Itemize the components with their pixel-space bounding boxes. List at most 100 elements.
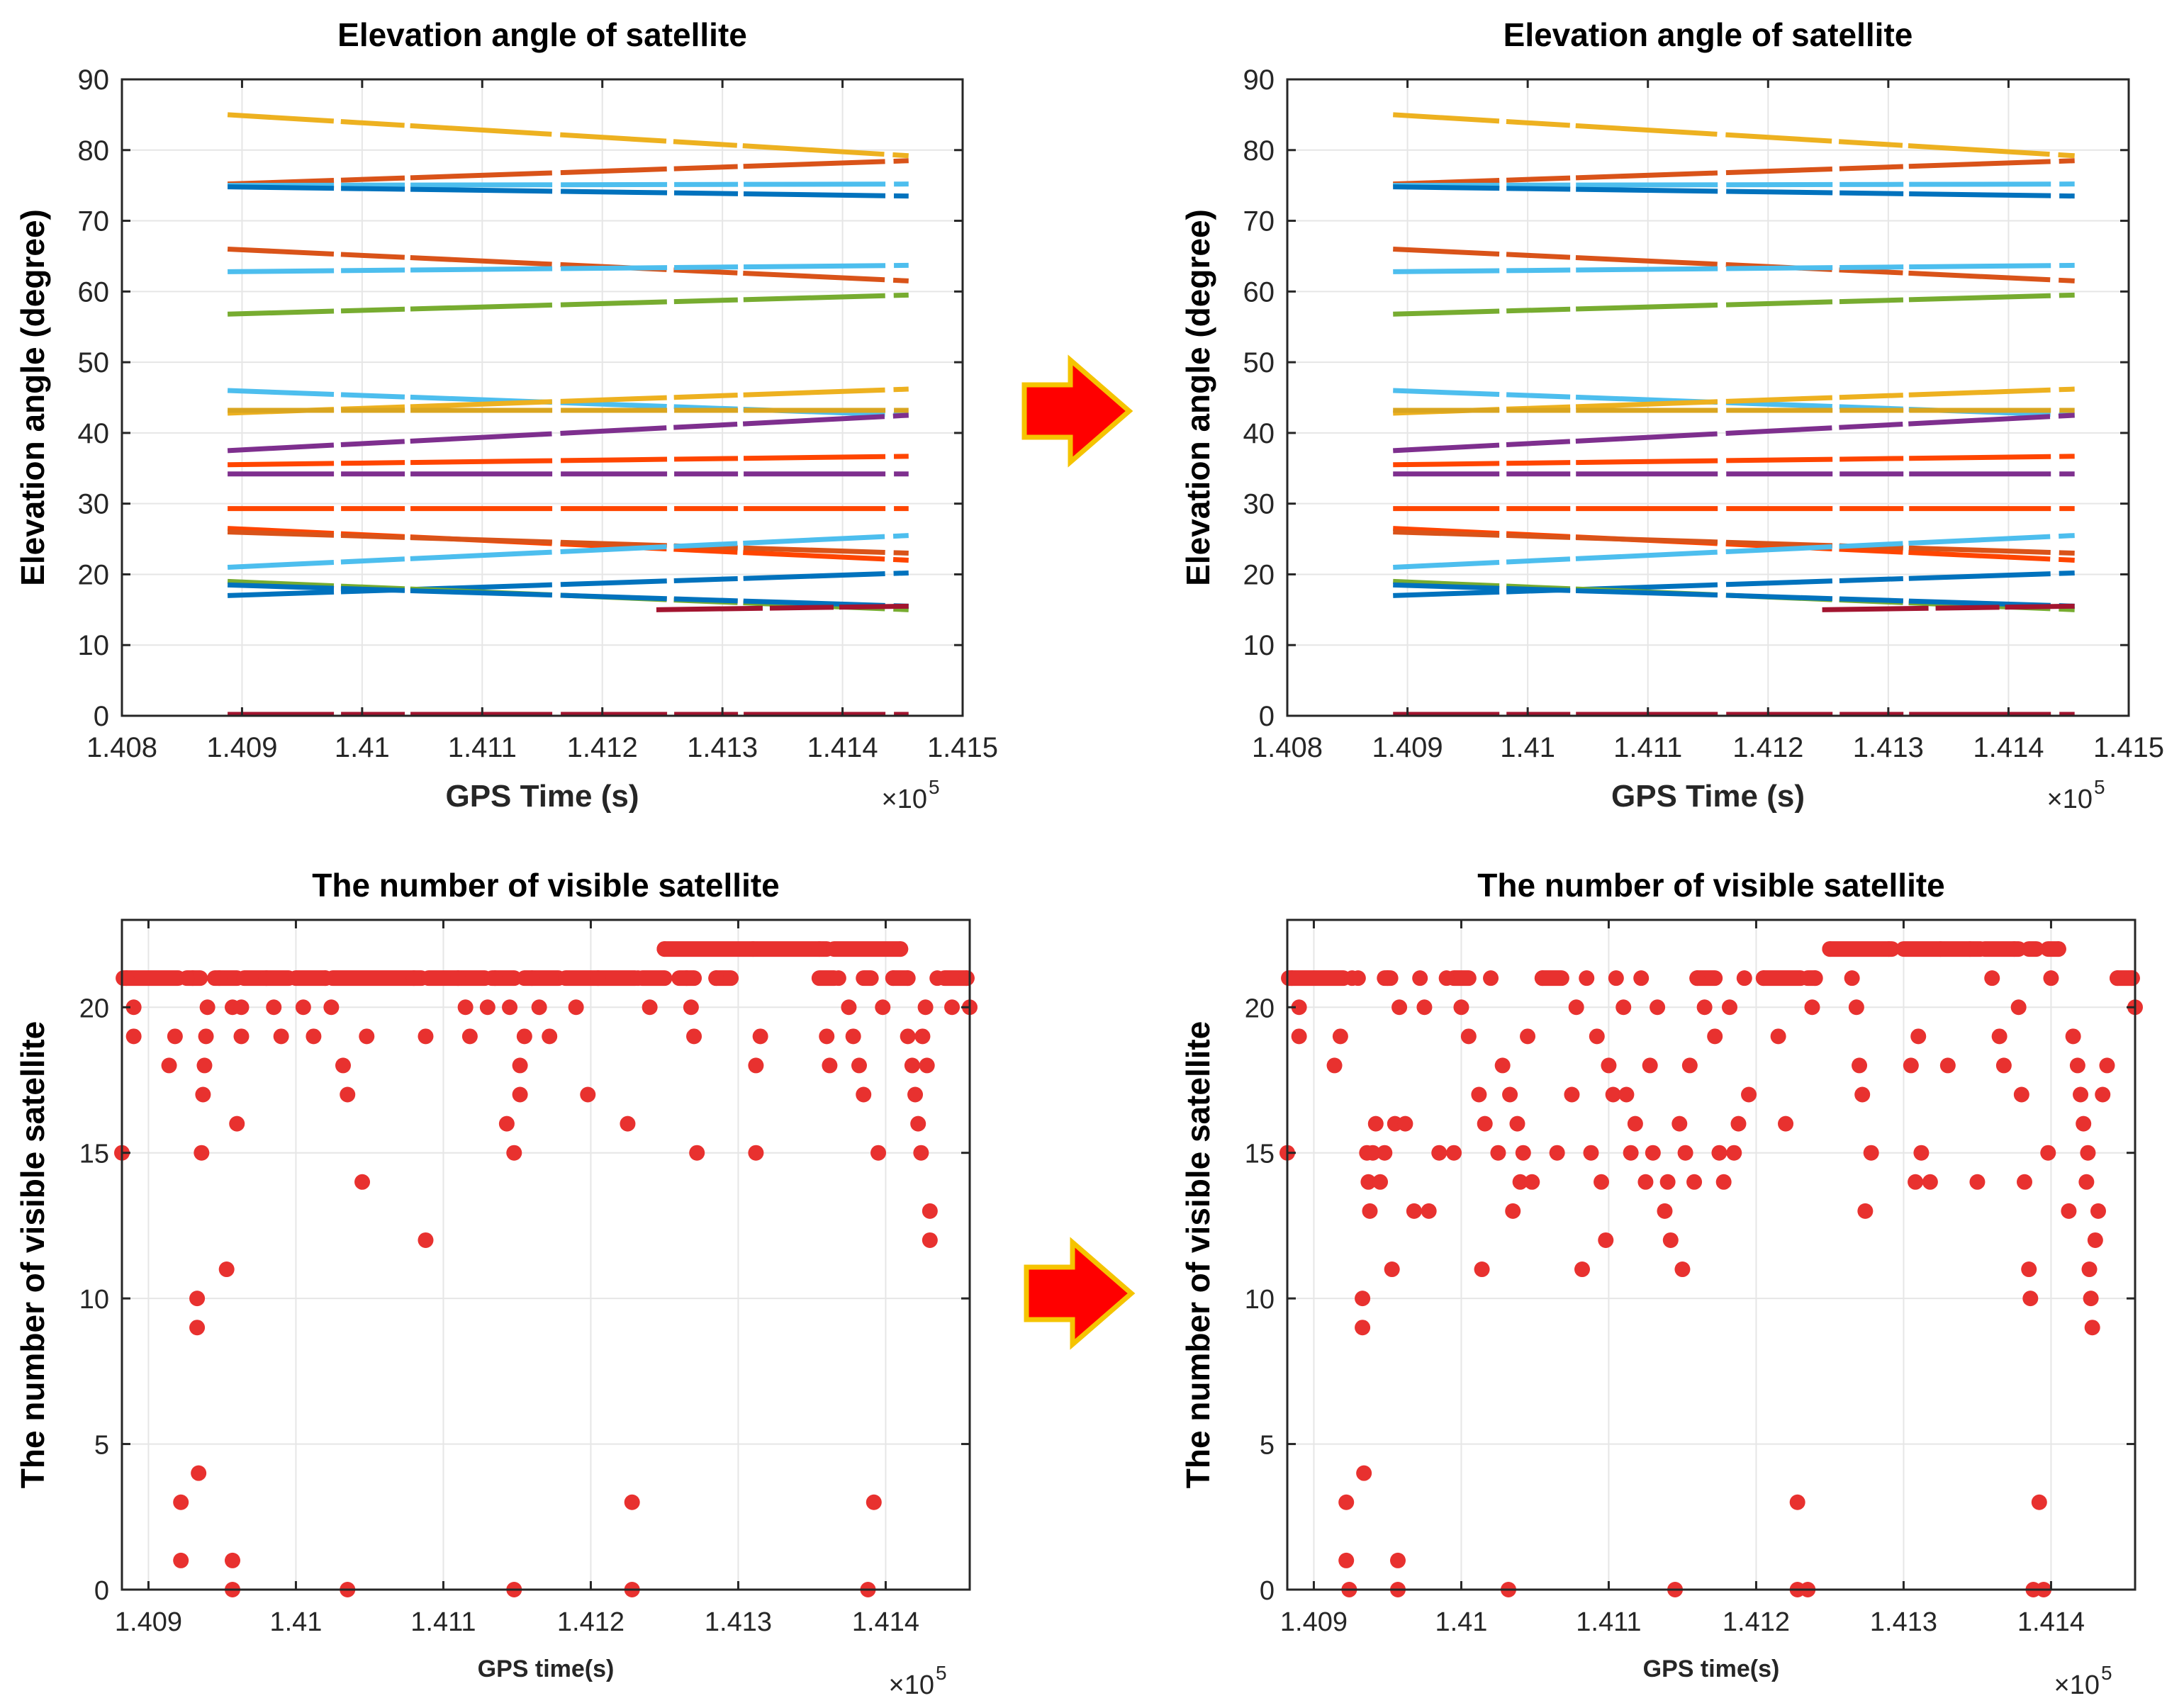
data-point [198, 1028, 214, 1045]
x-tick-label: 1.411 [410, 1607, 476, 1637]
data-point [1509, 1115, 1525, 1132]
series-line-3 [1393, 184, 2075, 199]
data-point [1711, 1145, 1727, 1161]
x-exponent-label: ×10 [882, 785, 927, 814]
series-line-0 [227, 112, 909, 159]
data-point [2040, 1145, 2056, 1161]
data-point [1848, 999, 1864, 1016]
data-point [1903, 1057, 1919, 1074]
y-axis-label: The number of visible satellite [1180, 1021, 1216, 1489]
x-tick-label: 1.414 [1973, 732, 2044, 763]
x-tick-label: 1.411 [1613, 732, 1682, 763]
data-point [2124, 970, 2140, 987]
series-line-19 [227, 582, 909, 609]
data-point [1291, 999, 1307, 1016]
data-point [1390, 1552, 1406, 1568]
x-tick-label: 1.41 [1500, 732, 1555, 763]
data-point [1789, 1494, 1805, 1510]
data-point [708, 970, 724, 987]
y-tick-label: 5 [1260, 1431, 1275, 1461]
data-point [1908, 1174, 1924, 1190]
data-point [2031, 1494, 2047, 1510]
right-arrow-icon [1021, 354, 1133, 468]
data-point [1637, 1174, 1654, 1190]
data-point [318, 970, 334, 987]
data-point [524, 970, 540, 987]
data-point [1356, 1465, 1372, 1481]
data-point [273, 1028, 289, 1045]
x-tick-label: 1.408 [1252, 732, 1323, 763]
data-point [2076, 1115, 2092, 1132]
y-tick-label: 20 [1243, 559, 1275, 590]
data-point [686, 1028, 702, 1045]
data-point [2069, 1057, 2085, 1074]
data-point [1446, 1145, 1462, 1161]
data-point [295, 999, 311, 1016]
x-tick-label: 1.408 [86, 732, 157, 763]
data-point [745, 941, 761, 957]
y-tick-label: 10 [1245, 1285, 1275, 1315]
data-point [1642, 1057, 1658, 1074]
series-line-15 [227, 529, 909, 556]
axes-box [1286, 78, 2130, 717]
data-point [359, 1028, 375, 1045]
chart-title: Elevation angle of satellite [337, 16, 747, 53]
data-point [167, 1028, 183, 1045]
data-layer [114, 941, 978, 1597]
data-point [1962, 941, 1978, 957]
data-point [2017, 1174, 2032, 1190]
x-tick-label: 1.413 [705, 1607, 772, 1637]
y-tick-label: 30 [78, 489, 110, 520]
data-point [841, 999, 857, 1016]
data-point [944, 999, 961, 1016]
data-point [870, 1145, 887, 1161]
data-point [1474, 1261, 1490, 1278]
y-tick-label: 40 [1243, 418, 1275, 449]
series-line-3 [228, 184, 909, 199]
data-point [1755, 970, 1771, 987]
x-tick-label: 1.41 [335, 732, 390, 763]
data-point [1338, 1552, 1355, 1568]
x-tick-label: 1.412 [1723, 1607, 1790, 1637]
series-line-1 [227, 158, 909, 187]
y-tick-label: 15 [1245, 1140, 1275, 1169]
y-tick-label: 5 [94, 1431, 109, 1461]
x-axis-label: GPS time(s) [1643, 1656, 1780, 1682]
data-point [1438, 970, 1455, 987]
data-point [620, 1115, 636, 1132]
data-point [531, 999, 547, 1016]
data-point [1677, 1145, 1693, 1161]
x-axis-label: GPS Time (s) [445, 779, 639, 814]
series-line-11 [1393, 454, 2075, 468]
x-axis-label: GPS time(s) [478, 1656, 615, 1682]
series-line-16 [227, 533, 909, 570]
data-point [2050, 941, 2066, 957]
series-line-16 [1393, 533, 2075, 570]
data-point [822, 1057, 838, 1074]
data-point [1659, 1174, 1676, 1190]
data-point [656, 941, 673, 957]
y-tick-label: 10 [78, 630, 110, 661]
data-point [1863, 1145, 1879, 1161]
data-point [1291, 1028, 1307, 1045]
data-point [630, 970, 646, 987]
data-point [457, 999, 474, 1016]
y-axis-label: Elevation angle (degree) [14, 209, 51, 586]
series-line-5 [228, 262, 909, 274]
grid [122, 920, 970, 1590]
x-tick-label: 1.414 [2017, 1607, 2085, 1637]
data-point [512, 1086, 528, 1103]
data-point [229, 1115, 245, 1132]
data-point [233, 999, 250, 1016]
data-point [1431, 1145, 1447, 1161]
data-point [1822, 941, 1838, 957]
data-point [1722, 999, 1737, 1016]
data-point [917, 999, 934, 1016]
data-point [1568, 999, 1584, 1016]
data-point [1689, 970, 1706, 987]
plot-area [122, 920, 970, 1590]
data-point [354, 1174, 371, 1190]
data-point [1881, 941, 1897, 957]
data-point [211, 970, 228, 987]
y-tick-label: 80 [78, 135, 110, 167]
